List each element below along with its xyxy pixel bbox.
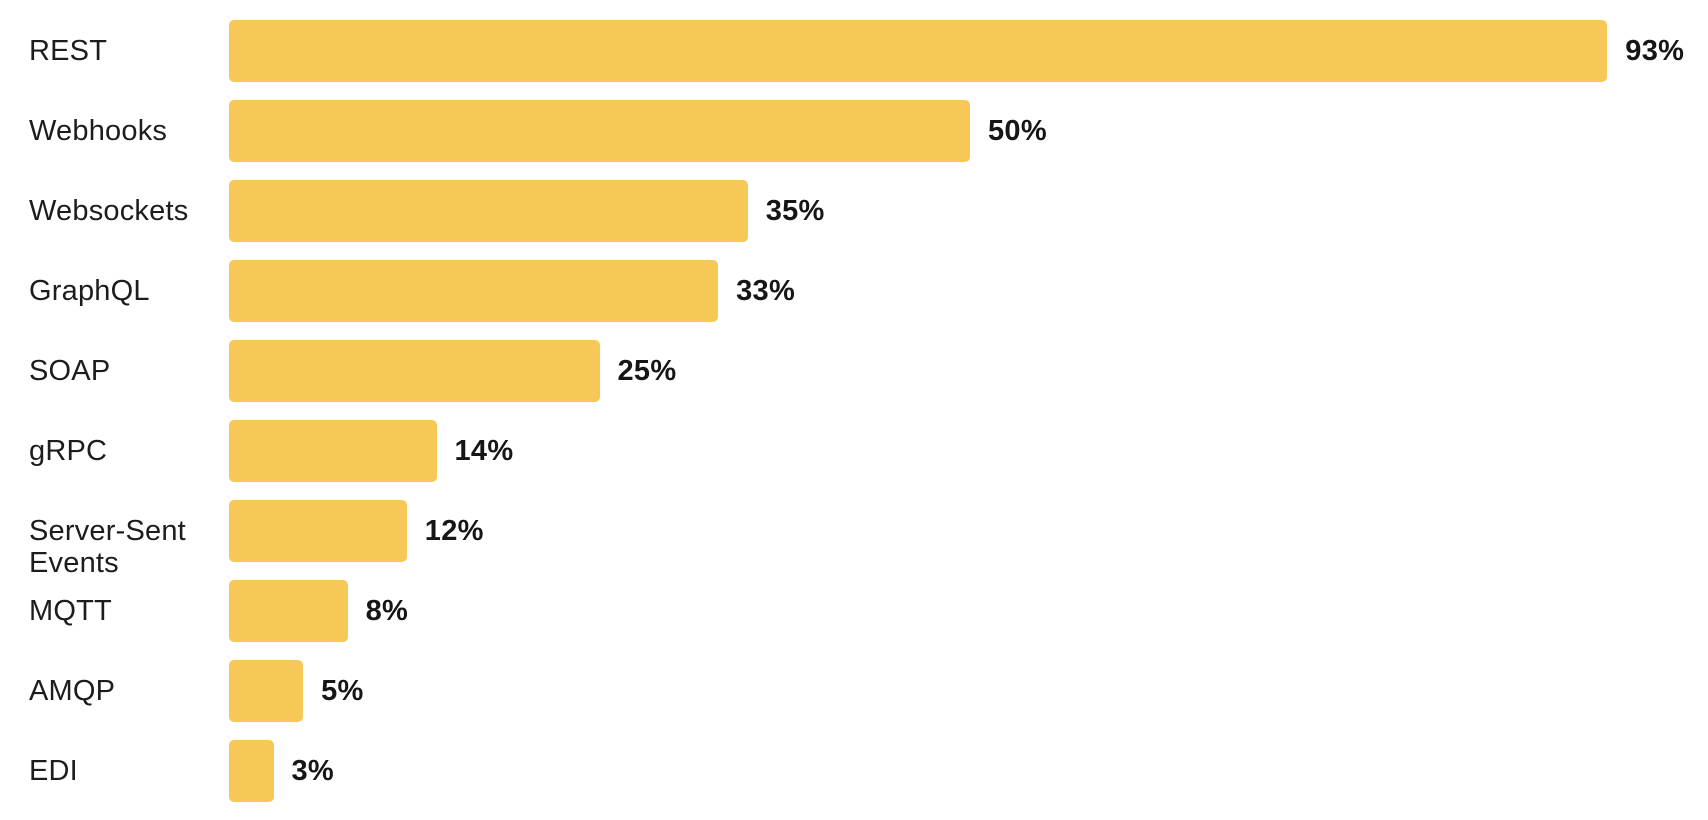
bar	[229, 260, 719, 322]
chart-row: EDI 3%	[0, 740, 1708, 802]
category-label: Webhooks	[29, 115, 168, 147]
category-label: gRPC	[29, 435, 108, 467]
bar	[229, 340, 600, 402]
category-label: SOAP	[29, 355, 111, 387]
chart-row: MQTT 8%	[0, 580, 1708, 642]
bar	[229, 500, 407, 562]
bar	[229, 20, 1608, 82]
value-label: 25%	[617, 354, 677, 387]
chart-row: AMQP 5%	[0, 660, 1708, 722]
bar	[229, 420, 437, 482]
chart-row: SOAP 25%	[0, 340, 1708, 402]
chart-row: Webhooks 50%	[0, 100, 1708, 162]
value-label: 12%	[424, 514, 484, 547]
value-label: 5%	[321, 674, 364, 707]
value-label: 14%	[454, 434, 514, 467]
chart-row: Server-Sent Events 12%	[0, 500, 1708, 579]
bar	[229, 180, 748, 242]
value-label: 3%	[291, 754, 335, 787]
bar	[229, 740, 274, 802]
value-label: 50%	[988, 114, 1047, 147]
category-label: MQTT	[29, 595, 112, 627]
chart-row: gRPC 14%	[0, 420, 1708, 482]
category-label: REST	[29, 35, 108, 67]
chart-row: REST 93%	[0, 20, 1708, 82]
category-label: EDI	[29, 755, 78, 787]
chart-row: Websockets 35%	[0, 180, 1708, 242]
value-label: 93%	[1625, 34, 1685, 67]
value-label: 35%	[765, 194, 825, 227]
category-label: GraphQL	[29, 275, 150, 307]
category-label: Server-Sent Events	[29, 515, 186, 579]
bar	[229, 660, 304, 722]
bar	[229, 100, 970, 162]
chart-row: GraphQL 33%	[0, 260, 1708, 322]
value-label: 8%	[365, 594, 409, 627]
category-label: AMQP	[29, 675, 116, 707]
bar	[229, 580, 348, 642]
value-label: 33%	[736, 274, 796, 307]
category-label: Websockets	[29, 195, 189, 227]
